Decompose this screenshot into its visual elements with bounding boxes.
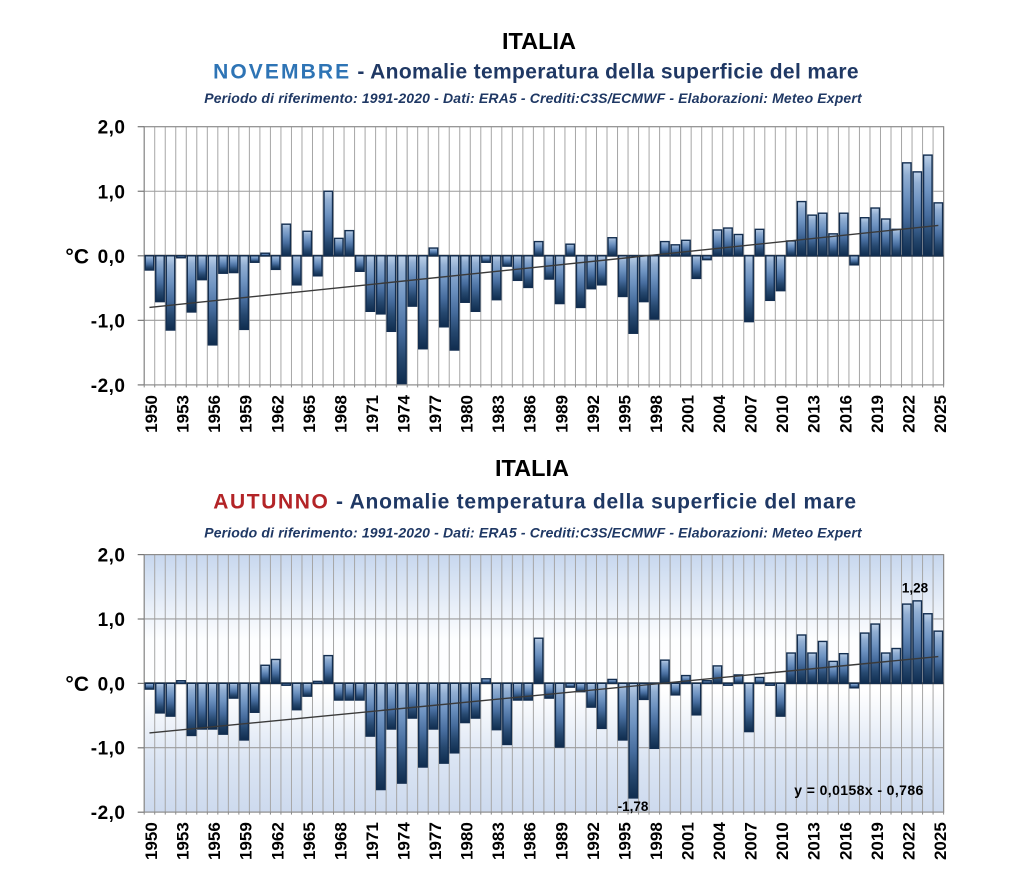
svg-text:1971: 1971 bbox=[363, 822, 382, 860]
svg-text:1992: 1992 bbox=[584, 395, 603, 433]
svg-text:1974: 1974 bbox=[395, 394, 414, 432]
svg-text:2007: 2007 bbox=[742, 822, 761, 860]
svg-text:ITALIA: ITALIA bbox=[502, 28, 576, 54]
svg-text:1971: 1971 bbox=[363, 395, 382, 433]
svg-text:1983: 1983 bbox=[489, 395, 508, 433]
svg-text:1980: 1980 bbox=[458, 822, 477, 860]
svg-text:2025: 2025 bbox=[931, 395, 950, 433]
svg-text:ITALIA: ITALIA bbox=[495, 455, 569, 481]
svg-text:1968: 1968 bbox=[331, 395, 350, 433]
svg-text:2010: 2010 bbox=[773, 395, 792, 433]
svg-text:1953: 1953 bbox=[174, 395, 193, 433]
svg-text:1980: 1980 bbox=[458, 395, 477, 433]
svg-text:1959: 1959 bbox=[237, 822, 256, 860]
svg-text:1953: 1953 bbox=[174, 822, 193, 860]
svg-text:y = 0,0158x - 0,786: y = 0,0158x - 0,786 bbox=[794, 782, 923, 798]
svg-text:1983: 1983 bbox=[489, 822, 508, 860]
svg-text:1962: 1962 bbox=[268, 395, 287, 433]
svg-text:1950: 1950 bbox=[142, 822, 161, 860]
svg-text:1956: 1956 bbox=[205, 822, 224, 860]
svg-text:2025: 2025 bbox=[931, 822, 950, 860]
svg-text:1989: 1989 bbox=[552, 822, 571, 860]
svg-text:1,0: 1,0 bbox=[98, 182, 126, 203]
svg-text:1962: 1962 bbox=[268, 822, 287, 860]
svg-text:-1,0: -1,0 bbox=[91, 311, 126, 332]
svg-text:1977: 1977 bbox=[426, 395, 445, 433]
svg-text:1986: 1986 bbox=[521, 822, 540, 860]
svg-text:NOVEMBRE - Anomalie temperatur: NOVEMBRE - Anomalie temperatura della su… bbox=[213, 61, 859, 84]
svg-text:2001: 2001 bbox=[679, 395, 698, 433]
svg-text:2001: 2001 bbox=[679, 822, 698, 860]
svg-text:2013: 2013 bbox=[805, 395, 824, 433]
svg-text:2013: 2013 bbox=[805, 822, 824, 860]
svg-text:2019: 2019 bbox=[868, 822, 887, 860]
svg-text:2,0: 2,0 bbox=[98, 118, 126, 139]
svg-text:°C: °C bbox=[65, 245, 89, 268]
svg-text:1995: 1995 bbox=[615, 822, 634, 860]
svg-text:-1,78: -1,78 bbox=[618, 799, 649, 814]
svg-text:2007: 2007 bbox=[742, 395, 761, 433]
svg-text:2,0: 2,0 bbox=[98, 546, 126, 567]
svg-text:1974: 1974 bbox=[395, 822, 414, 860]
svg-text:2022: 2022 bbox=[899, 395, 918, 433]
svg-text:2010: 2010 bbox=[773, 822, 792, 860]
svg-text:2004: 2004 bbox=[710, 394, 729, 432]
svg-text:1986: 1986 bbox=[521, 395, 540, 433]
svg-text:-2,0: -2,0 bbox=[91, 376, 126, 397]
svg-text:1965: 1965 bbox=[300, 822, 319, 860]
svg-text:1965: 1965 bbox=[300, 395, 319, 433]
svg-text:Periodo di riferimento: 1991-2: Periodo di riferimento: 1991-2020 - Dati… bbox=[204, 525, 863, 541]
svg-text:0,0: 0,0 bbox=[98, 674, 126, 695]
svg-text:2004: 2004 bbox=[710, 822, 729, 860]
svg-text:Periodo di riferimento: 1991-2: Periodo di riferimento: 1991-2020 - Dati… bbox=[204, 90, 863, 106]
svg-text:2016: 2016 bbox=[836, 395, 855, 433]
svg-text:1,0: 1,0 bbox=[98, 610, 126, 631]
svg-text:2019: 2019 bbox=[868, 395, 887, 433]
svg-text:1977: 1977 bbox=[426, 822, 445, 860]
svg-text:1959: 1959 bbox=[237, 395, 256, 433]
svg-text:1998: 1998 bbox=[647, 822, 666, 860]
svg-text:1998: 1998 bbox=[647, 395, 666, 433]
svg-text:1992: 1992 bbox=[584, 822, 603, 860]
svg-text:2016: 2016 bbox=[836, 822, 855, 860]
svg-text:1995: 1995 bbox=[615, 395, 634, 433]
svg-text:1956: 1956 bbox=[205, 395, 224, 433]
svg-text:°C: °C bbox=[65, 673, 89, 696]
svg-text:0,0: 0,0 bbox=[98, 247, 126, 268]
svg-text:2022: 2022 bbox=[899, 822, 918, 860]
svg-text:1,28: 1,28 bbox=[902, 581, 929, 596]
svg-text:AUTUNNO - Anomalie temperatura: AUTUNNO - Anomalie temperatura della sup… bbox=[213, 491, 857, 514]
svg-text:1989: 1989 bbox=[552, 395, 571, 433]
svg-text:1968: 1968 bbox=[331, 822, 350, 860]
svg-text:-2,0: -2,0 bbox=[91, 803, 126, 824]
svg-text:-1,0: -1,0 bbox=[91, 739, 126, 760]
svg-text:1950: 1950 bbox=[142, 395, 161, 433]
